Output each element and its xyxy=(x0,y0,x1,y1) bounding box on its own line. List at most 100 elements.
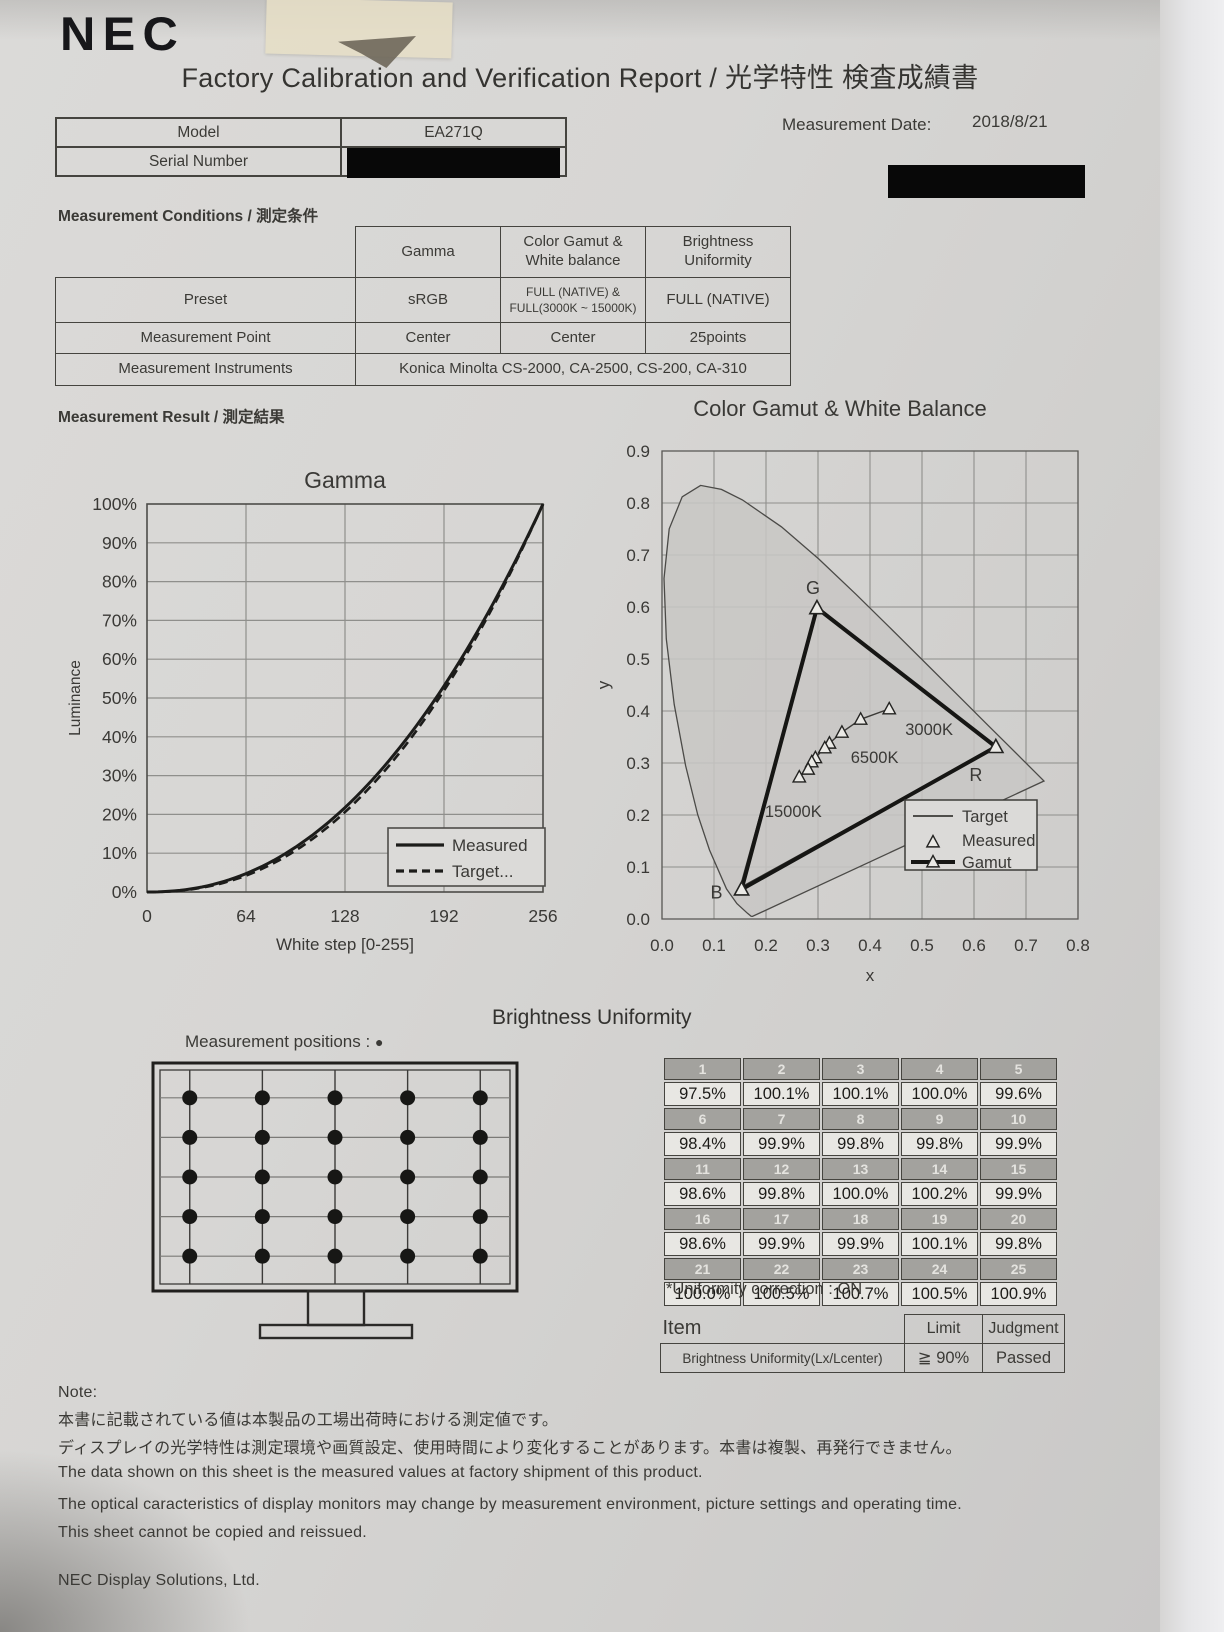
uniformity-cell-number: 12 xyxy=(743,1158,820,1180)
gamma-ytick: 10% xyxy=(102,843,137,863)
measurement-dot xyxy=(472,1248,488,1264)
gamut-xtick: 0.8 xyxy=(1066,936,1090,955)
uniformity-cell-number: 3 xyxy=(822,1058,899,1080)
scan-edge xyxy=(1160,0,1224,1632)
gamma-xtick: 0 xyxy=(142,906,152,926)
uniformity-cell-value: 100.1% xyxy=(901,1232,978,1256)
gamma-title: Gamma xyxy=(304,467,386,493)
uniformity-cell-value: 98.6% xyxy=(664,1232,741,1256)
gamut-ytick: 0.1 xyxy=(626,858,650,877)
gamut-ytick: 0.8 xyxy=(626,494,650,513)
measurement-positions-label: Measurement positions : ● xyxy=(185,1032,383,1052)
gamut-label-g: G xyxy=(806,578,820,598)
gamma-ytick: 100% xyxy=(92,494,137,514)
uniformity-cell-value: 100.0% xyxy=(664,1282,741,1306)
uniformity-cell-value: 100.0% xyxy=(822,1182,899,1206)
uniformity-cell-number: 11 xyxy=(664,1158,741,1180)
gamut-label-r: R xyxy=(969,765,982,785)
uniformity-cell-value: 99.8% xyxy=(822,1132,899,1156)
judgment-judgment-header: Judgment xyxy=(982,1314,1065,1344)
measurement-dot xyxy=(472,1090,488,1106)
positions-label-text: Measurement positions : xyxy=(185,1032,371,1051)
uniformity-cell-number: 16 xyxy=(664,1208,741,1230)
gamut-ytick: 0.5 xyxy=(626,650,650,669)
uniformity-cell-number: 14 xyxy=(901,1158,978,1180)
conditions-cell: Center xyxy=(500,322,646,354)
target-curve xyxy=(147,503,545,894)
judgment-limit: ≧ 90% xyxy=(904,1343,983,1373)
note-jp-1: 本書に記載されている値は本製品の工場出荷時における測定値です。 xyxy=(58,1412,559,1429)
gamma-legend-measured: Measured xyxy=(452,836,528,855)
conditions-instruments-value: Konica Minolta CS-2000, CA-2500, CS-200,… xyxy=(355,353,791,386)
gamma-legend-box xyxy=(387,827,546,887)
note-jp-2: ディスプレイの光学特性は測定環境や画質設定、使用時間により変化することがあります… xyxy=(58,1440,962,1457)
measurement-dot xyxy=(472,1129,488,1145)
measurement-dot xyxy=(182,1169,198,1185)
model-value: EA271Q xyxy=(340,117,567,148)
measurement-dot xyxy=(182,1209,198,1225)
gamut-ylabel: y xyxy=(594,680,613,689)
scan-shadow-bottom-left xyxy=(0,1442,260,1632)
conditions-heading: Measurement Conditions / 測定条件 xyxy=(58,208,319,225)
conditions-row-label: Preset xyxy=(55,277,356,323)
uniformity-cell-number: 2 xyxy=(743,1058,820,1080)
gamma-ylabel: Luminance xyxy=(67,660,84,736)
measurement-dot xyxy=(182,1248,198,1264)
gamut-xtick: 0.7 xyxy=(1014,936,1038,955)
conditions-cell: Center xyxy=(355,322,501,354)
top-right-redaction xyxy=(888,165,1085,198)
uniformity-cell-value: 98.6% xyxy=(664,1182,741,1206)
conditions-col-header-0: Gamma xyxy=(355,226,501,278)
serial-label: Serial Number xyxy=(55,146,342,177)
measurement-dot xyxy=(327,1248,343,1264)
gamma-chart: 0% 10% 20% 30% 40% 50% 60% 70% 80% 90% 100% 0 64 128 1… xyxy=(55,440,565,970)
judgment-table: Item Limit Judgment Brightness Uniformit… xyxy=(660,1314,1065,1373)
uniformity-cell-number: 9 xyxy=(901,1108,978,1130)
gamma-ytick: 80% xyxy=(102,572,137,592)
uniformity-cell-value: 100.7% xyxy=(822,1282,899,1306)
conditions-cell: sRGB xyxy=(355,277,501,323)
uniformity-cell-number: 5 xyxy=(980,1058,1057,1080)
measurement-dot xyxy=(182,1129,198,1145)
measurement-dot xyxy=(254,1169,270,1185)
uniformity-cell-number: 21 xyxy=(664,1258,741,1280)
uniformity-cell-value: 99.9% xyxy=(980,1182,1057,1206)
gamma-ytick: 50% xyxy=(102,688,137,708)
gamut-xtick: 0.5 xyxy=(910,936,934,955)
uniformity-cell-value: 100.5% xyxy=(743,1282,820,1306)
uniformity-cell-value: 99.9% xyxy=(822,1232,899,1256)
scan-shadow-top xyxy=(0,0,1160,40)
gamut-xlabel: x xyxy=(866,966,875,985)
gamma-ytick: 70% xyxy=(102,610,137,630)
gamma-xtick: 64 xyxy=(236,906,256,926)
uniformity-cell-value: 99.9% xyxy=(743,1132,820,1156)
white-point-label-6500K: 6500K xyxy=(851,749,899,767)
gamut-legend-measured: Measured xyxy=(962,832,1035,850)
uniformity-cell-number: 10 xyxy=(980,1108,1057,1130)
uniformity-cell-value: 99.9% xyxy=(980,1132,1057,1156)
uniformity-table: 1 2 3 4 5 97.5% 100.1% 100.1% 100.0% 99.6% 6 7 8 9 10 9… xyxy=(662,1056,1059,1308)
uniformity-cell-number: 1 xyxy=(664,1058,741,1080)
gamma-ytick: 20% xyxy=(102,804,137,824)
measurement-dot xyxy=(472,1209,488,1225)
serial-redaction xyxy=(347,148,560,178)
uniformity-cell-value: 100.2% xyxy=(901,1182,978,1206)
measurement-dot xyxy=(254,1248,270,1264)
uniformity-cell-value: 99.8% xyxy=(901,1132,978,1156)
uniformity-cell-value: 99.8% xyxy=(980,1232,1057,1256)
gamma-legend-target: Target... xyxy=(452,862,513,881)
measurement-dot xyxy=(327,1129,343,1145)
gamut-xtick: 0.2 xyxy=(754,936,778,955)
conditions-cell: FULL (NATIVE) xyxy=(645,277,791,323)
gamma-ytick: 0% xyxy=(112,882,137,902)
gamut-xtick: 0.4 xyxy=(858,936,882,955)
gamut-xtick: 0.6 xyxy=(962,936,986,955)
uniformity-cell-value: 100.9% xyxy=(980,1282,1057,1306)
uniformity-cell-number: 20 xyxy=(980,1208,1057,1230)
gamut-ytick: 0.7 xyxy=(626,546,650,565)
uniformity-cell-value: 98.4% xyxy=(664,1132,741,1156)
uniformity-cell-number: 23 xyxy=(822,1258,899,1280)
uniformity-cell-number: 15 xyxy=(980,1158,1057,1180)
color-gamut-chart: G R B 3000K 6500K 15000K 0.0 0.1 0.2 0.3 0.4 0.5 0.6… xyxy=(575,392,1115,992)
report-title: Factory Calibration and Verification Rep… xyxy=(181,63,979,93)
